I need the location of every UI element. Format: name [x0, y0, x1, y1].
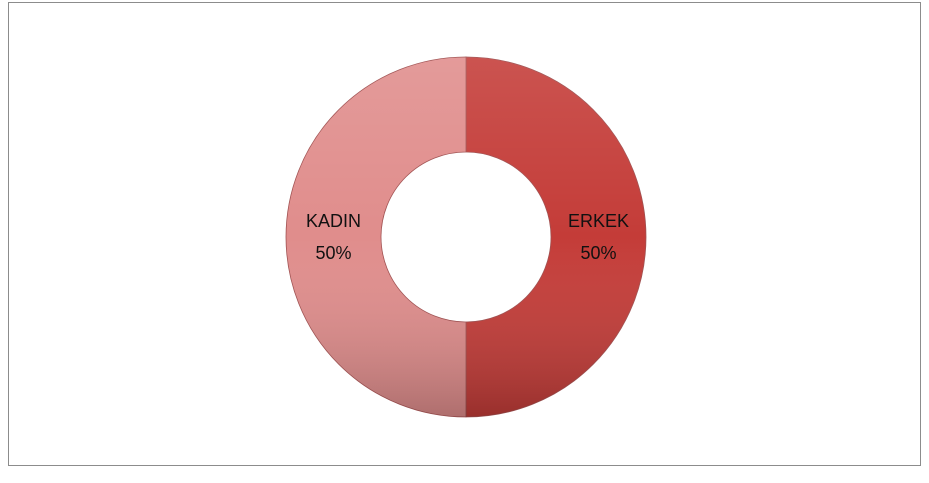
slice-category-label: KADIN	[306, 211, 361, 231]
slice-value-label: 50%	[315, 243, 351, 263]
slice-value-label: 50%	[580, 243, 616, 263]
labels: ERKEK 50% KADIN 50%	[306, 211, 629, 263]
slice-category-label: ERKEK	[568, 211, 629, 231]
